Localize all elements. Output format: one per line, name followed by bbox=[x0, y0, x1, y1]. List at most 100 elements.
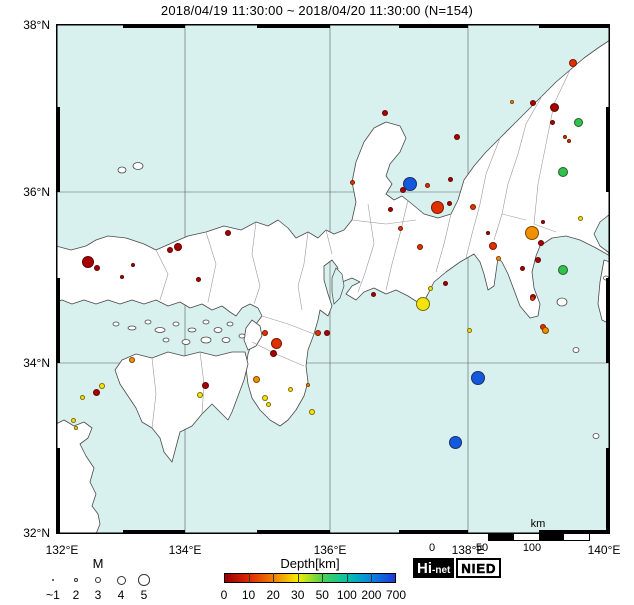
oki-island bbox=[117, 166, 127, 174]
earthquake-marker bbox=[567, 139, 571, 143]
earthquake-marker bbox=[315, 330, 321, 336]
japan-seismicity-map: km 0 50 100 bbox=[56, 24, 610, 554]
earthquake-marker bbox=[416, 297, 430, 311]
earthquake-marker bbox=[442, 280, 448, 286]
lat-label-32n: 32°N bbox=[23, 526, 50, 540]
earthquake-marker bbox=[446, 200, 452, 206]
magnitude-legend-label: 4 bbox=[117, 588, 125, 602]
lon-label-140e: 140°E bbox=[587, 543, 621, 557]
earthquake-marker bbox=[129, 357, 135, 363]
earthquake-marker bbox=[541, 220, 545, 224]
earthquake-marker bbox=[538, 240, 544, 246]
map-title: 2018/04/19 11:30:00 ~ 2018/04/20 11:30:0… bbox=[160, 3, 474, 18]
earthquake-marker bbox=[403, 177, 417, 191]
earthquake-marker bbox=[174, 243, 182, 251]
earthquake-marker bbox=[530, 100, 536, 106]
earthquake-marker bbox=[309, 409, 315, 415]
earthquake-marker bbox=[262, 395, 268, 401]
earthquake-marker bbox=[447, 176, 453, 182]
earthquake-marker bbox=[131, 263, 135, 267]
izu-island bbox=[556, 297, 568, 307]
earthquake-marker bbox=[417, 244, 423, 250]
earthquake-marker bbox=[525, 226, 539, 240]
earthquake-marker bbox=[430, 200, 444, 214]
depth-tick-label: 10 bbox=[241, 588, 256, 602]
earthquake-marker bbox=[382, 110, 388, 116]
inland-sea-island bbox=[172, 321, 180, 327]
scalebar bbox=[488, 533, 590, 541]
earthquake-marker bbox=[70, 417, 76, 423]
earthquake-marker bbox=[424, 182, 430, 188]
lat-label-34n: 34°N bbox=[23, 356, 50, 370]
inland-sea-island bbox=[154, 327, 166, 333]
inland-sea-island bbox=[226, 321, 234, 327]
earthquake-marker bbox=[99, 383, 105, 389]
inland-sea-island bbox=[112, 321, 120, 327]
lat-label-38n: 38°N bbox=[23, 18, 50, 32]
inland-sea-island bbox=[200, 336, 212, 344]
earthquake-marker bbox=[495, 255, 501, 261]
hinet-logo-part: Hi -net bbox=[413, 558, 455, 578]
earthquake-marker bbox=[120, 275, 124, 279]
earthquake-marker bbox=[262, 330, 268, 336]
scalebar-segment bbox=[539, 534, 564, 540]
izu-island bbox=[572, 347, 580, 353]
earthquake-marker bbox=[252, 375, 260, 383]
earthquake-marker bbox=[466, 327, 472, 333]
logo-nied-text: NIED bbox=[461, 560, 497, 576]
magnitude-legend-label: 2 bbox=[72, 588, 80, 602]
earthquake-marker bbox=[82, 256, 94, 268]
logo-hi-text: Hi bbox=[417, 560, 432, 577]
inland-sea-island bbox=[202, 319, 210, 325]
magnitude-legend-label: ~1 bbox=[46, 588, 60, 602]
earthquake-marker bbox=[397, 225, 403, 231]
nied-logo-part: NIED bbox=[456, 558, 502, 578]
earthquake-marker bbox=[489, 242, 497, 250]
depth-tick-label: 30 bbox=[291, 588, 305, 602]
hinet-nied-logo: Hi -net NIED bbox=[413, 558, 502, 578]
map-border bbox=[56, 24, 610, 534]
earthquake-marker bbox=[265, 401, 271, 407]
earthquake-marker bbox=[74, 426, 78, 430]
magnitude-legend-circle bbox=[94, 576, 102, 584]
scalebar-segment bbox=[514, 534, 539, 540]
earthquake-marker bbox=[510, 100, 514, 104]
earthquake-marker bbox=[470, 204, 476, 210]
earthquake-marker bbox=[370, 291, 376, 297]
inland-sea-island bbox=[213, 327, 223, 333]
earthquake-marker bbox=[79, 394, 85, 400]
map-canvas bbox=[56, 24, 610, 534]
magnitude-legend-circle bbox=[116, 575, 126, 585]
earthquake-marker bbox=[577, 215, 583, 221]
depth-colorbar-tickmark bbox=[273, 573, 275, 583]
depth-tick-label: 20 bbox=[266, 588, 280, 602]
earthquake-marker bbox=[448, 435, 462, 449]
depth-tick-label: 200 bbox=[361, 588, 382, 602]
logo-net-text: -net bbox=[432, 565, 451, 576]
depth-colorbar-tickmark bbox=[322, 573, 324, 583]
depth-colorbar-tickmark bbox=[371, 573, 373, 583]
depth-tick-label: 50 bbox=[315, 588, 329, 602]
earthquake-marker bbox=[94, 265, 100, 271]
earthquake-marker bbox=[563, 135, 567, 139]
magnitude-legend-label: 5 bbox=[140, 588, 148, 602]
earthquake-marker bbox=[569, 59, 577, 67]
earthquake-marker bbox=[549, 119, 555, 125]
inland-sea-island bbox=[127, 325, 137, 331]
depth-colorbar-tickmark bbox=[346, 573, 348, 583]
earthquake-marker bbox=[167, 247, 173, 253]
magnitude-legend-circle bbox=[51, 578, 55, 582]
map-border-line bbox=[56, 24, 610, 534]
inland-sea-island bbox=[144, 319, 152, 325]
depth-colorbar bbox=[224, 573, 396, 583]
earthquake-marker bbox=[306, 383, 310, 387]
inland-sea-island bbox=[162, 337, 170, 343]
earthquake-marker bbox=[324, 330, 330, 336]
shikoku-island bbox=[114, 351, 249, 463]
lon-label-136e: 136°E bbox=[313, 543, 347, 557]
earthquake-marker bbox=[519, 265, 525, 271]
depth-colorbar-tickmark bbox=[297, 573, 299, 583]
earthquake-marker bbox=[471, 371, 485, 385]
earthquake-marker bbox=[92, 388, 100, 396]
